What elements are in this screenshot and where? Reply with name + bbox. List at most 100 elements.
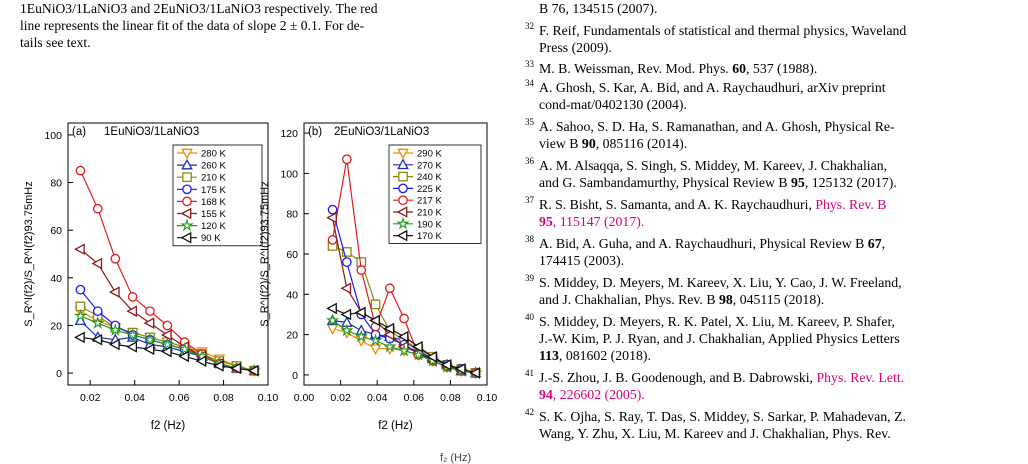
data-point	[397, 343, 411, 357]
data-point	[356, 265, 367, 275]
y-tick-label: 40	[286, 289, 298, 301]
x-tick-label: 0.04	[124, 392, 145, 404]
legend-marker	[396, 229, 408, 242]
x-tick-label: 0.10	[477, 392, 498, 404]
data-point	[426, 350, 437, 363]
y-tick-label: 0	[292, 370, 298, 382]
chart-title: 2EuNiO3/1LaNiO3	[334, 126, 429, 138]
legend-entry: 168 K	[201, 197, 226, 208]
reference-line[interactable]: 41 J.-S. Zhou, J. B. Goodenough, and B. D…	[525, 368, 905, 386]
reference-line: view B 90, 085116 (2014).	[539, 135, 687, 152]
legend-marker	[181, 148, 193, 160]
legend-entry: 175 K	[201, 185, 226, 196]
data-point	[326, 211, 337, 224]
reference-text: A. Sahoo, S. D. Ha, S. Ramanathan, and A…	[539, 119, 895, 134]
data-point	[327, 204, 338, 215]
reference-line: J.-W. Kim, P. J. Ryan, and J. Chakhalian…	[539, 330, 900, 347]
reference-text: , 537 (1988).	[746, 61, 818, 76]
data-point	[160, 345, 172, 358]
legend-entry: 280 K	[201, 149, 226, 160]
legend-entry: 90 K	[201, 233, 221, 244]
reference-text: and J. Chakhalian, Phys. Rev. B	[539, 292, 719, 307]
data-point	[143, 317, 155, 329]
legend-marker	[396, 216, 410, 230]
reference-link[interactable]: Phys. Rev. B	[815, 197, 887, 212]
data-point	[91, 257, 103, 270]
data-point	[110, 253, 121, 264]
x-tick-label: 0.04	[367, 392, 388, 404]
data-point	[143, 332, 157, 346]
data-point	[340, 323, 354, 337]
reference-link[interactable]: , 115147 (2017).	[552, 214, 645, 229]
data-point	[178, 350, 190, 363]
caption-line: line represents the linear fit of the da…	[20, 18, 365, 33]
reference-text: A. Bid, A. Guha, and A. Raychaudhuri, Ph…	[539, 236, 868, 251]
reference-number: 35	[525, 117, 534, 127]
reference-text: S. Middey, D. Meyers, R. K. Patel, X. Li…	[539, 314, 895, 329]
reference-number: 39	[525, 273, 534, 283]
reference-line: 32 F. Reif, Fundamentals of statistical a…	[525, 21, 906, 39]
reference-line: and J. Chakhalian, Phys. Rev. B 98, 0451…	[539, 291, 824, 308]
reference-line: 40 S. Middey, D. Meyers, R. K. Patel, X. …	[525, 312, 895, 330]
data-point	[212, 360, 224, 372]
data-point	[74, 243, 85, 256]
data-point	[143, 343, 155, 356]
reference-line[interactable]: 94, 226602 (2005).	[539, 386, 645, 403]
x-axis-label: f2 (Hz)	[378, 420, 413, 432]
data-point	[326, 302, 337, 315]
data-point	[108, 338, 120, 351]
reference-link[interactable]: , 226602 (2005).	[552, 387, 645, 402]
reference-text: , 125132 (2017).	[804, 175, 897, 190]
data-point	[412, 340, 423, 353]
y-tick-label: 40	[50, 273, 62, 285]
reference-link[interactable]: 94	[539, 387, 553, 402]
reference-link[interactable]: Phys. Rev. Lett.	[816, 370, 905, 385]
panel-label: (b)	[308, 126, 322, 138]
x-tick-label: 0.06	[404, 392, 425, 404]
data-point	[92, 203, 103, 214]
data-point	[75, 284, 86, 295]
reference-text: Press (2009).	[539, 40, 612, 55]
reference-text: ,	[881, 236, 886, 251]
reference-text: 113	[539, 348, 559, 363]
data-point	[247, 364, 259, 377]
reference-text: , 081602 (2018).	[558, 348, 651, 363]
data-point	[160, 329, 172, 341]
legend-entry: 270 K	[417, 160, 442, 171]
y-axis-label: S_R^I(f2)/S_R^I(f2)93.75mHz	[259, 181, 271, 326]
reference-text: J.-W. Kim, P. J. Ryan, and J. Chakhalian…	[539, 331, 900, 346]
data-point	[126, 305, 138, 317]
reference-line: 33 M. B. Weissman, Rev. Mod. Phys. 60, 53…	[525, 59, 818, 77]
data-point	[356, 257, 367, 267]
data-point	[469, 367, 481, 379]
reference-text: 98	[719, 292, 733, 307]
data-point	[326, 324, 339, 335]
reference-line[interactable]: 37 R. S. Bisht, S. Samanta, and A. K. Ray…	[525, 195, 887, 213]
reference-link[interactable]: 95	[539, 214, 553, 229]
y-tick-label: 80	[50, 178, 62, 190]
x-tick-label: 0.00	[294, 392, 315, 404]
data-point	[383, 339, 397, 353]
reference-text: 60	[732, 61, 747, 76]
legend-marker	[397, 158, 409, 170]
data-point	[195, 355, 207, 367]
data-point	[397, 330, 409, 343]
legend-entry: 290 K	[417, 149, 442, 160]
reference-text: Wang, Y. Zhu, X. Liu, M. Kareev and J. C…	[539, 426, 891, 441]
y-tick-label: 60	[50, 225, 62, 237]
legend-marker	[398, 171, 408, 182]
reference-text: 174415 (2003).	[539, 253, 625, 268]
data-point	[145, 306, 155, 317]
reference-text: cond-mat/0402130 (2004).	[539, 97, 687, 112]
reference-line[interactable]: 95, 115147 (2017).	[539, 213, 644, 230]
reference-text: A. Ghosh, S. Kar, A. Bid, and A. Raychau…	[539, 80, 886, 95]
data-point	[325, 313, 340, 327]
data-point	[230, 362, 242, 375]
x-tick-label: 0.08	[440, 392, 461, 404]
reference-number: 34	[525, 78, 534, 88]
y-tick-label: 20	[286, 330, 298, 342]
reference-line: 174415 (2003).	[539, 252, 624, 269]
data-point	[91, 333, 103, 346]
reference-text: M. B. Weissman, Rev. Mod. Phys.	[539, 61, 733, 76]
reference-number: 36	[525, 156, 534, 166]
